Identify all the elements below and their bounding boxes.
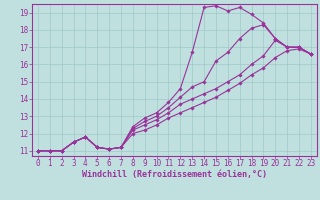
X-axis label: Windchill (Refroidissement éolien,°C): Windchill (Refroidissement éolien,°C) bbox=[82, 170, 267, 179]
